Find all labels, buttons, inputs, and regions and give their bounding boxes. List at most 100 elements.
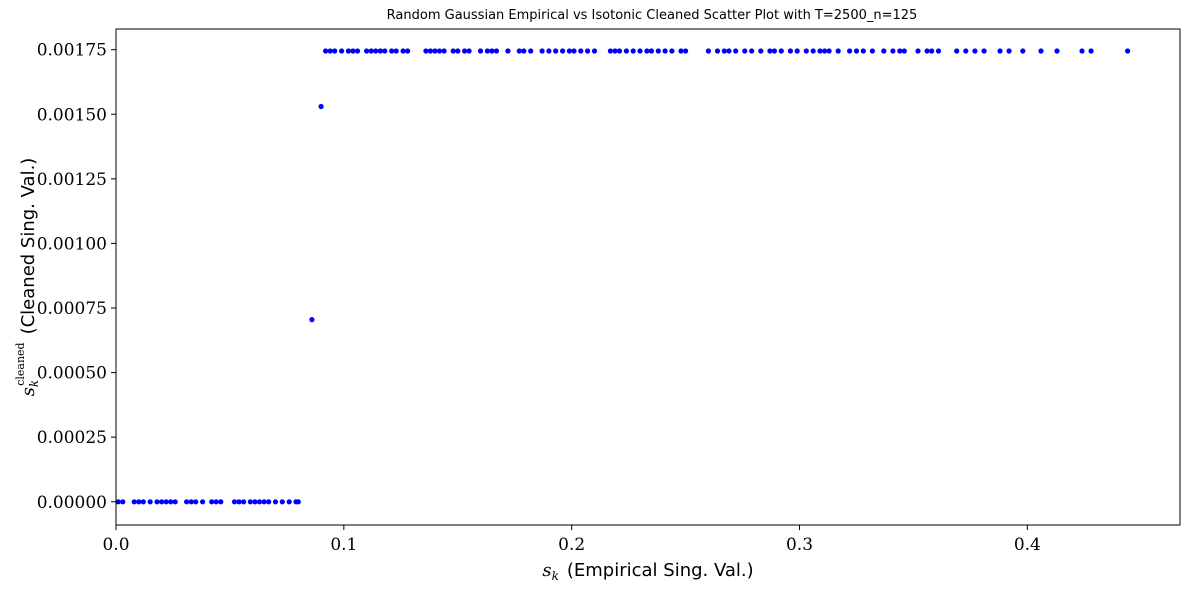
data-point — [241, 499, 247, 505]
data-point — [571, 48, 577, 54]
data-point — [742, 48, 748, 54]
data-point — [954, 48, 960, 54]
data-point — [997, 48, 1003, 54]
plot-frame — [115, 28, 1181, 526]
data-point — [1038, 48, 1044, 54]
data-point — [683, 48, 689, 54]
x-tick-label: 0.3 — [786, 535, 813, 555]
data-point — [405, 48, 411, 54]
chart-title: Random Gaussian Empirical vs Isotonic Cl… — [387, 8, 918, 23]
data-point — [669, 48, 675, 54]
data-point — [327, 48, 333, 54]
data-point — [286, 499, 292, 505]
data-point — [644, 48, 650, 54]
data-point — [778, 48, 784, 54]
data-point — [935, 48, 942, 54]
data-point — [616, 48, 623, 54]
data-point — [516, 48, 522, 54]
data-point — [272, 499, 279, 505]
data-point — [261, 499, 267, 505]
data-point — [623, 48, 630, 54]
data-point — [860, 48, 866, 54]
data-point — [131, 499, 137, 505]
data-point — [279, 499, 285, 505]
data-point — [168, 499, 174, 505]
data-point — [140, 499, 146, 505]
data-point — [441, 48, 447, 54]
data-point — [714, 48, 721, 54]
data-point — [213, 499, 219, 505]
data-point — [236, 499, 242, 505]
data-point — [648, 48, 655, 54]
data-point — [200, 499, 206, 505]
data-point — [252, 499, 258, 505]
data-point — [455, 48, 461, 54]
data-point — [484, 48, 490, 54]
data-point — [323, 48, 329, 54]
x-axis-ticks: 0.0 0.1 0.2 0.3 0.4 — [102, 525, 1041, 555]
data-point — [1125, 48, 1131, 54]
data-point — [929, 48, 935, 54]
data-point — [466, 48, 472, 54]
data-point — [147, 499, 153, 505]
data-point — [847, 48, 853, 54]
data-point — [637, 48, 643, 54]
y-tick-label: 0.00000 — [37, 493, 107, 513]
data-point — [539, 48, 545, 54]
data-points — [115, 48, 1131, 505]
data-point — [924, 48, 930, 54]
data-point — [295, 499, 301, 505]
data-point — [163, 499, 169, 505]
data-point — [423, 48, 429, 54]
y-tick-label: 0.00175 — [37, 41, 107, 61]
data-point — [354, 48, 361, 54]
data-point — [546, 48, 552, 54]
data-point — [231, 499, 238, 505]
data-point — [705, 48, 712, 54]
data-point — [477, 48, 484, 54]
data-point — [890, 48, 896, 54]
y-tick-label: 0.00025 — [37, 428, 107, 448]
data-point — [339, 48, 345, 54]
data-point — [662, 48, 668, 54]
data-point — [758, 48, 764, 54]
data-point — [493, 48, 500, 54]
data-point — [332, 48, 338, 54]
x-tick-label: 0.4 — [1014, 535, 1041, 555]
data-point — [193, 499, 199, 505]
data-point — [1054, 48, 1060, 54]
data-point — [607, 48, 614, 54]
data-point — [389, 48, 395, 54]
data-point — [810, 48, 816, 54]
data-point — [450, 48, 456, 54]
data-point — [787, 48, 794, 54]
data-point — [393, 48, 399, 54]
data-point — [560, 48, 566, 54]
data-point — [817, 48, 823, 54]
data-point — [377, 48, 383, 54]
data-point — [188, 499, 194, 505]
data-point — [209, 499, 215, 505]
data-point — [364, 48, 370, 54]
data-point — [120, 499, 126, 505]
data-point — [612, 48, 618, 54]
data-point — [822, 48, 828, 54]
data-point — [345, 48, 351, 54]
data-point — [505, 48, 511, 54]
data-point — [578, 48, 584, 54]
data-point — [897, 48, 903, 54]
data-point — [489, 48, 495, 54]
data-point — [1088, 48, 1094, 54]
y-tick-label: 0.00125 — [37, 170, 107, 190]
data-point — [350, 48, 356, 54]
data-point — [733, 48, 739, 54]
data-point — [309, 317, 315, 323]
data-point — [566, 48, 573, 54]
data-point — [159, 499, 165, 505]
data-point — [972, 48, 978, 54]
y-axis-ticks: 0.00000 0.00025 0.00050 0.00075 0.00100 0.001… — [37, 41, 116, 513]
data-point — [400, 48, 406, 54]
y-tick-label: 0.00150 — [37, 105, 107, 125]
data-point — [553, 48, 559, 54]
data-point — [382, 48, 388, 54]
